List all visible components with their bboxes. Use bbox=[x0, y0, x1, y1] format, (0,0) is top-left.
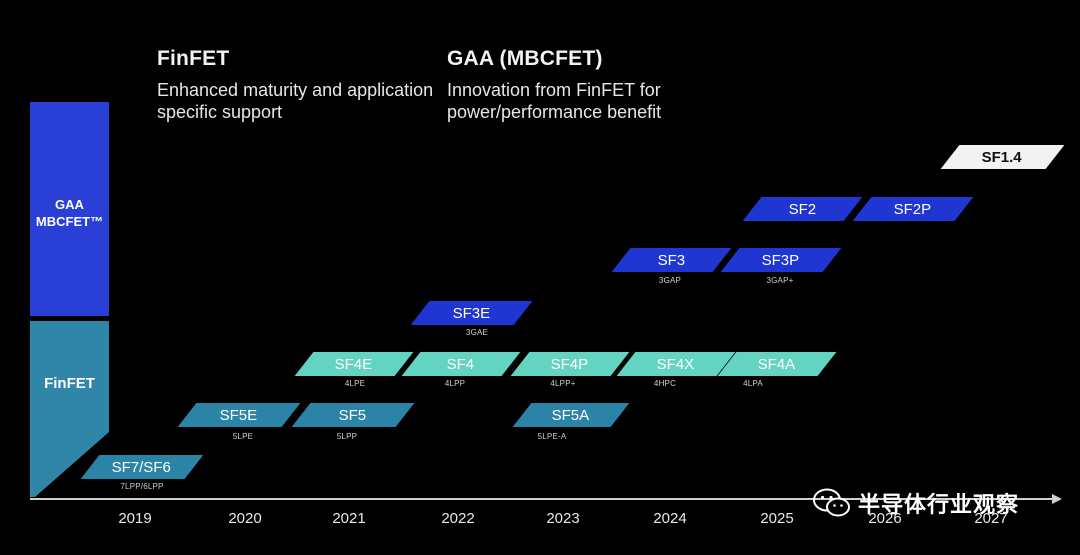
node-sublabel: 3GAE bbox=[465, 328, 489, 337]
node-label: SF4X bbox=[657, 355, 695, 373]
node-sublabel: 3GAP+ bbox=[766, 276, 794, 285]
node-sublabel: 4LPP bbox=[444, 379, 466, 388]
node-sublabel: 5LPE bbox=[232, 432, 254, 441]
gaa-left-block bbox=[30, 102, 109, 316]
watermark: 半导体行业观察 bbox=[812, 487, 1019, 519]
node-sublabel: 5LPE-A bbox=[537, 432, 567, 441]
finfet-header-subtitle: Enhanced maturity and application specif… bbox=[157, 80, 434, 122]
node-sf3e: SF3E bbox=[410, 301, 533, 325]
year-label: 2020 bbox=[228, 510, 262, 527]
node-label: SF5A bbox=[552, 406, 590, 424]
year-label: 2023 bbox=[546, 510, 580, 527]
node-sublabel: 4LPA bbox=[743, 379, 763, 388]
watermark-text: 半导体行业观察 bbox=[858, 492, 1020, 517]
node-label: SF3E bbox=[452, 304, 491, 322]
node-sf4: SF4 bbox=[401, 352, 521, 376]
node-label: SF7/SF6 bbox=[112, 458, 172, 476]
node-sf5: SF5 bbox=[291, 403, 415, 427]
node-sublabel: 7LPP/6LPP bbox=[120, 482, 164, 491]
node-label: SF5E bbox=[220, 406, 258, 424]
node-sublabel: 5LPP bbox=[336, 432, 358, 441]
node-sf2: SF2 bbox=[742, 197, 863, 221]
node-sf7-sf6: SF7/SF6 bbox=[80, 455, 204, 479]
year-label: 2024 bbox=[653, 510, 687, 527]
wechat-icon bbox=[813, 488, 850, 517]
gaa-header-subtitle: Innovation from FinFET for power/perform… bbox=[447, 80, 662, 122]
finfet-left-label: FinFET bbox=[44, 375, 95, 392]
year-label: 2022 bbox=[441, 510, 475, 527]
node-label: SF2 bbox=[788, 200, 817, 218]
year-label: 2021 bbox=[332, 510, 366, 527]
node-sublabel: 4LPE bbox=[344, 379, 366, 388]
gaa-left-label: GAA MBCFET™ bbox=[30, 196, 109, 230]
node-label: SF4A bbox=[758, 355, 796, 373]
year-label: 2025 bbox=[760, 510, 794, 527]
node-sublabel: 4HPC bbox=[653, 379, 677, 388]
node-sf5e: SF5E bbox=[177, 403, 301, 427]
node-sf4x: SF4X bbox=[616, 352, 736, 376]
node-label: SF3 bbox=[657, 251, 686, 269]
node-sf4e: SF4E bbox=[294, 352, 414, 376]
node-label: SF5 bbox=[339, 406, 367, 424]
node-sf2p: SF2P bbox=[852, 197, 974, 221]
finfet-header-title: FinFET bbox=[157, 47, 230, 70]
gaa-header-title: GAA (MBCFET) bbox=[447, 47, 603, 70]
node-label: SF3P bbox=[762, 251, 800, 269]
gaa-left-label-line1: GAA bbox=[55, 197, 84, 212]
node-label: SF4 bbox=[447, 355, 475, 373]
node-label: SF4P bbox=[551, 355, 589, 373]
node-label: SF2P bbox=[894, 200, 932, 218]
node-sf3p: SF3P bbox=[720, 248, 842, 272]
gaa-left-label-line2: MBCFET™ bbox=[35, 214, 104, 229]
node-sf1-4: SF1.4 bbox=[940, 145, 1065, 169]
node-sf3: SF3 bbox=[611, 248, 732, 272]
node-sublabel: 4LPP+ bbox=[550, 379, 576, 388]
node-label: SF4E bbox=[335, 355, 373, 373]
node-sf4p: SF4P bbox=[510, 352, 630, 376]
node-sf4a: SF4A bbox=[717, 352, 837, 376]
node-sublabel: 3GAP bbox=[658, 276, 682, 285]
year-label: 2026 bbox=[868, 510, 902, 527]
year-label: 2027 bbox=[974, 510, 1008, 527]
node-sf5a: SF5A bbox=[512, 403, 630, 427]
year-label: 2019 bbox=[118, 510, 152, 527]
node-label: SF1.4 bbox=[982, 148, 1023, 166]
